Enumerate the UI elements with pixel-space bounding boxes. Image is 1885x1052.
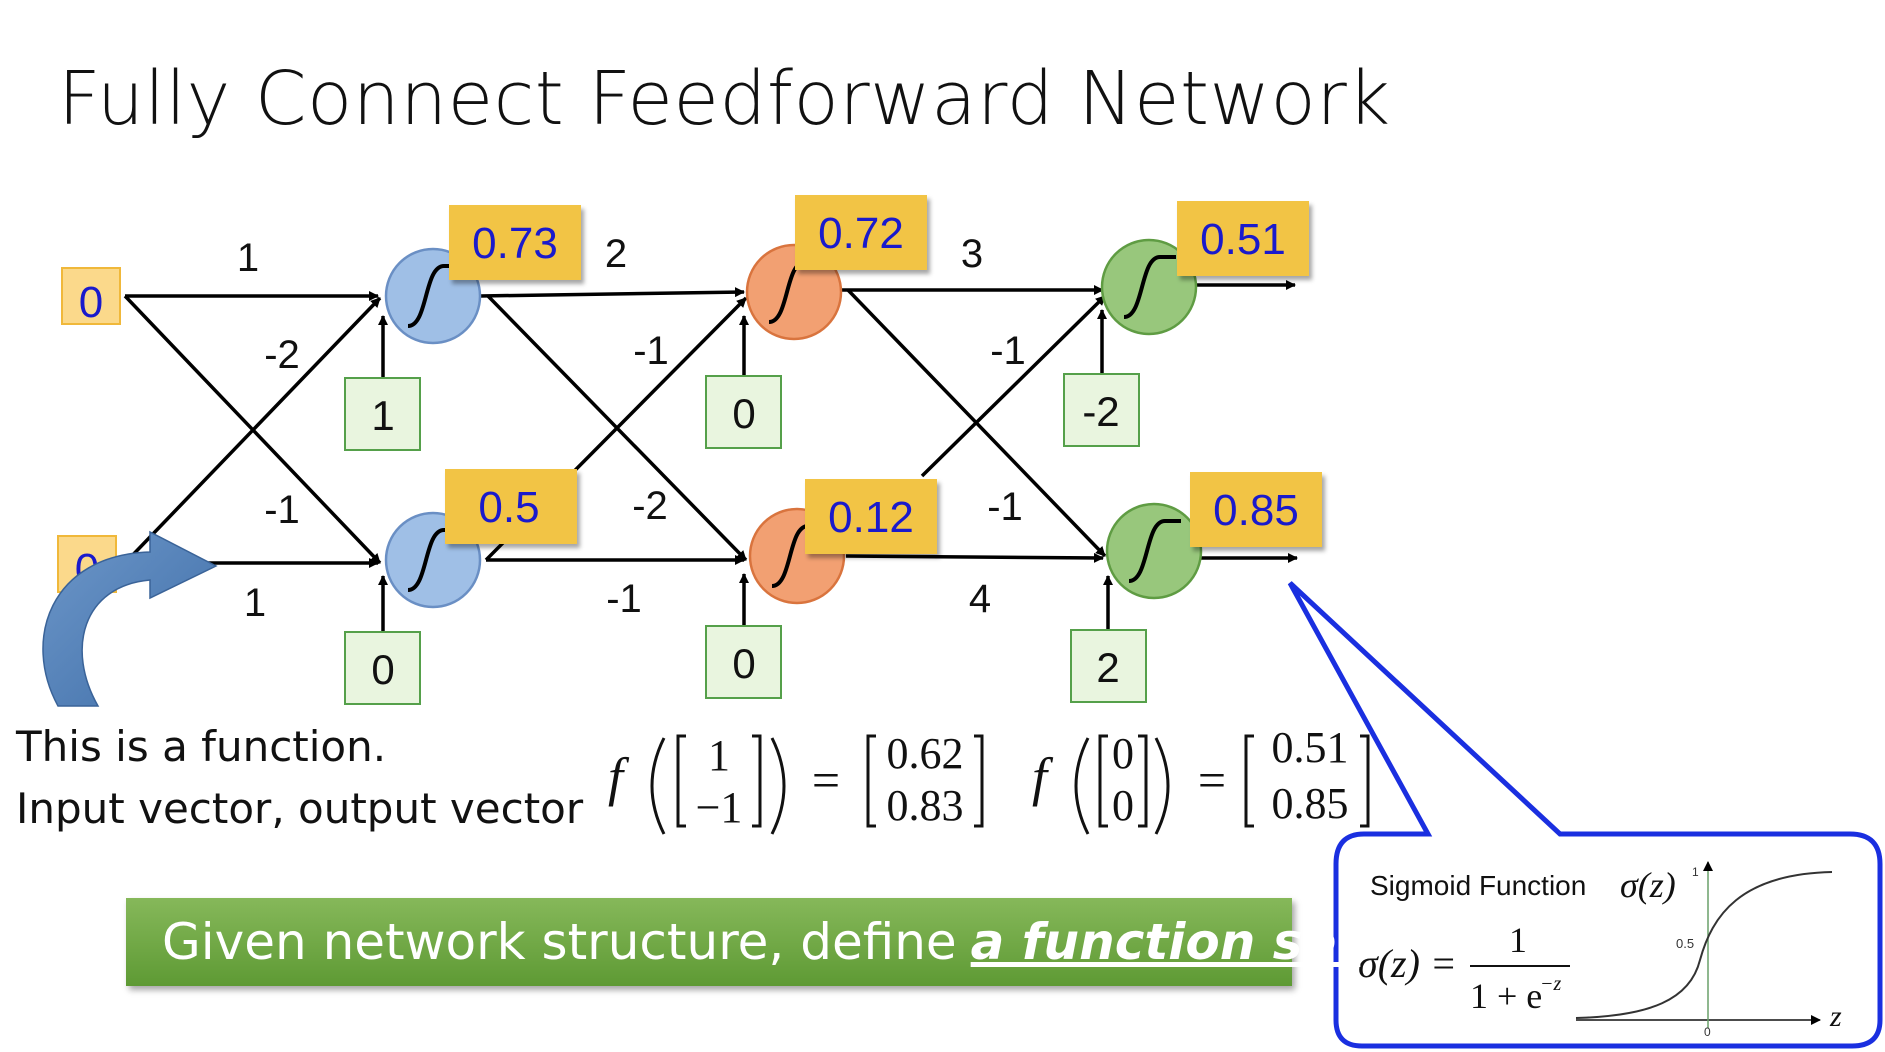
bracket-right-icon bbox=[1138, 734, 1148, 828]
z-axis-label: z bbox=[1829, 1000, 1842, 1033]
banner-text: Given network structure, define bbox=[162, 913, 957, 971]
sigmoid-label: Sigmoid Function bbox=[1370, 870, 1586, 901]
y-tick-1: 1 bbox=[1692, 865, 1699, 879]
formula-numerator: 1 bbox=[1509, 920, 1527, 960]
input-node-1: 0 bbox=[61, 267, 121, 327]
weight-label: -2 bbox=[632, 484, 668, 528]
input-vector-bottom: −1 bbox=[696, 783, 743, 832]
formula-lhs: σ(z) = bbox=[1358, 941, 1457, 986]
weight-label: -1 bbox=[990, 329, 1026, 373]
output-box-2-1: 0.72 bbox=[795, 195, 927, 270]
output-vector-bottom: 0.83 bbox=[887, 781, 964, 830]
x-tick-0: 0 bbox=[1704, 1025, 1711, 1039]
output-value: 0.12 bbox=[828, 493, 914, 542]
paren-left-icon bbox=[650, 737, 666, 835]
curved-arrow-icon bbox=[42, 530, 218, 707]
sigmoid-icon bbox=[1128, 519, 1181, 583]
weight-label: -2 bbox=[264, 333, 300, 377]
output-vector-bottom: 0.85 bbox=[1272, 779, 1349, 828]
edge-n22-n31 bbox=[920, 294, 1107, 478]
bias-value: 2 bbox=[1096, 644, 1119, 691]
weight-label: 3 bbox=[961, 232, 983, 276]
weight-label: -1 bbox=[264, 488, 300, 532]
output-box-3-1: 0.51 bbox=[1177, 201, 1309, 276]
output-value: 0.72 bbox=[818, 209, 904, 258]
y-tick-0-5: 0.5 bbox=[1676, 936, 1694, 951]
input-vector-bottom: 0 bbox=[1112, 781, 1134, 830]
neuron-3-2 bbox=[1105, 502, 1203, 600]
weight-label: 4 bbox=[969, 577, 991, 621]
sigma-z-heading: σ(z) bbox=[1620, 865, 1676, 905]
bracket-left-icon bbox=[1244, 734, 1254, 828]
output-vector-top: 0.51 bbox=[1272, 723, 1349, 772]
output-vector-top: 0.62 bbox=[887, 729, 964, 778]
bias-node-2-2: 0 bbox=[705, 625, 782, 699]
function-symbol: f bbox=[1032, 747, 1054, 807]
formula-denominator: 1 + e bbox=[1470, 976, 1542, 1016]
function-set-banner: Given network structure, define a functi… bbox=[126, 898, 1360, 986]
formula-exponent: −z bbox=[1540, 973, 1561, 995]
equals-sign: = bbox=[812, 752, 840, 808]
bias-value: 0 bbox=[732, 390, 755, 437]
bias-node-3-1: -2 bbox=[1063, 373, 1140, 447]
bias-value: -2 bbox=[1082, 388, 1119, 435]
bias-node-1-2: 0 bbox=[344, 631, 421, 705]
bracket-right-icon bbox=[752, 734, 762, 828]
weight-label: -1 bbox=[633, 329, 669, 373]
banner-emphasis: a function set bbox=[970, 913, 1361, 971]
input-value: 0 bbox=[79, 278, 103, 327]
page-title: Fully Connect Feedforward Network bbox=[58, 56, 1391, 142]
bias-value: 0 bbox=[371, 646, 394, 693]
edge-n22-n32 bbox=[845, 552, 1104, 563]
sigmoid-icon bbox=[1123, 255, 1176, 319]
sigmoid-callout: Sigmoid Function σ(z) σ(z) = 1 1 + e −z … bbox=[1287, 581, 1883, 1049]
output-box-1-2: 0.5 bbox=[445, 469, 577, 544]
bias-node-3-2: 2 bbox=[1070, 629, 1147, 703]
caption-line-2: Input vector, output vector bbox=[16, 784, 584, 833]
input-vector-top: 1 bbox=[708, 731, 730, 780]
output-box-1-1: 0.73 bbox=[449, 205, 581, 280]
paren-right-icon bbox=[770, 737, 786, 835]
weight-label: -1 bbox=[987, 485, 1023, 529]
equals-sign: = bbox=[1198, 752, 1226, 808]
weight-label: 1 bbox=[244, 581, 266, 625]
output-value: 0.73 bbox=[472, 219, 558, 268]
bracket-left-icon bbox=[676, 734, 686, 828]
sigmoid-curve bbox=[1575, 871, 1833, 1019]
callout-bubble bbox=[1287, 581, 1883, 1049]
output-value: 0.51 bbox=[1200, 215, 1286, 264]
output-box-2-2: 0.12 bbox=[805, 479, 937, 554]
bracket-right-icon bbox=[974, 734, 984, 828]
equation-2: f 0 0 = 0.51 0.85 bbox=[1032, 723, 1370, 835]
connections bbox=[123, 280, 1298, 632]
edge-x2-n11 bbox=[123, 296, 382, 565]
neuron-3-1 bbox=[1100, 238, 1198, 336]
sigmoid-icon bbox=[407, 528, 460, 592]
bias-value: 0 bbox=[732, 640, 755, 687]
bias-value: 1 bbox=[371, 392, 394, 439]
bracket-right-icon bbox=[1360, 734, 1370, 828]
bias-node-1-1: 1 bbox=[344, 377, 421, 451]
sigmoid-icon bbox=[407, 264, 460, 328]
caption-line-1: This is a function. bbox=[16, 722, 387, 771]
edge-n11-n21 bbox=[479, 287, 745, 298]
function-symbol: f bbox=[608, 747, 630, 807]
paren-right-icon bbox=[1154, 737, 1170, 835]
weight-label: 2 bbox=[605, 232, 627, 276]
equation-1: f 1 −1 = 0.62 0.83 bbox=[608, 729, 984, 835]
bracket-left-icon bbox=[1098, 734, 1108, 828]
bias-node-2-1: 0 bbox=[705, 375, 782, 449]
weight-label: -1 bbox=[606, 577, 642, 621]
input-vector-top: 0 bbox=[1112, 729, 1134, 778]
output-value: 0.5 bbox=[478, 483, 539, 532]
weight-label: 1 bbox=[237, 236, 259, 280]
bracket-left-icon bbox=[866, 734, 876, 828]
paren-left-icon bbox=[1074, 737, 1090, 835]
output-value: 0.85 bbox=[1213, 486, 1299, 535]
output-box-3-2: 0.85 bbox=[1190, 472, 1322, 547]
